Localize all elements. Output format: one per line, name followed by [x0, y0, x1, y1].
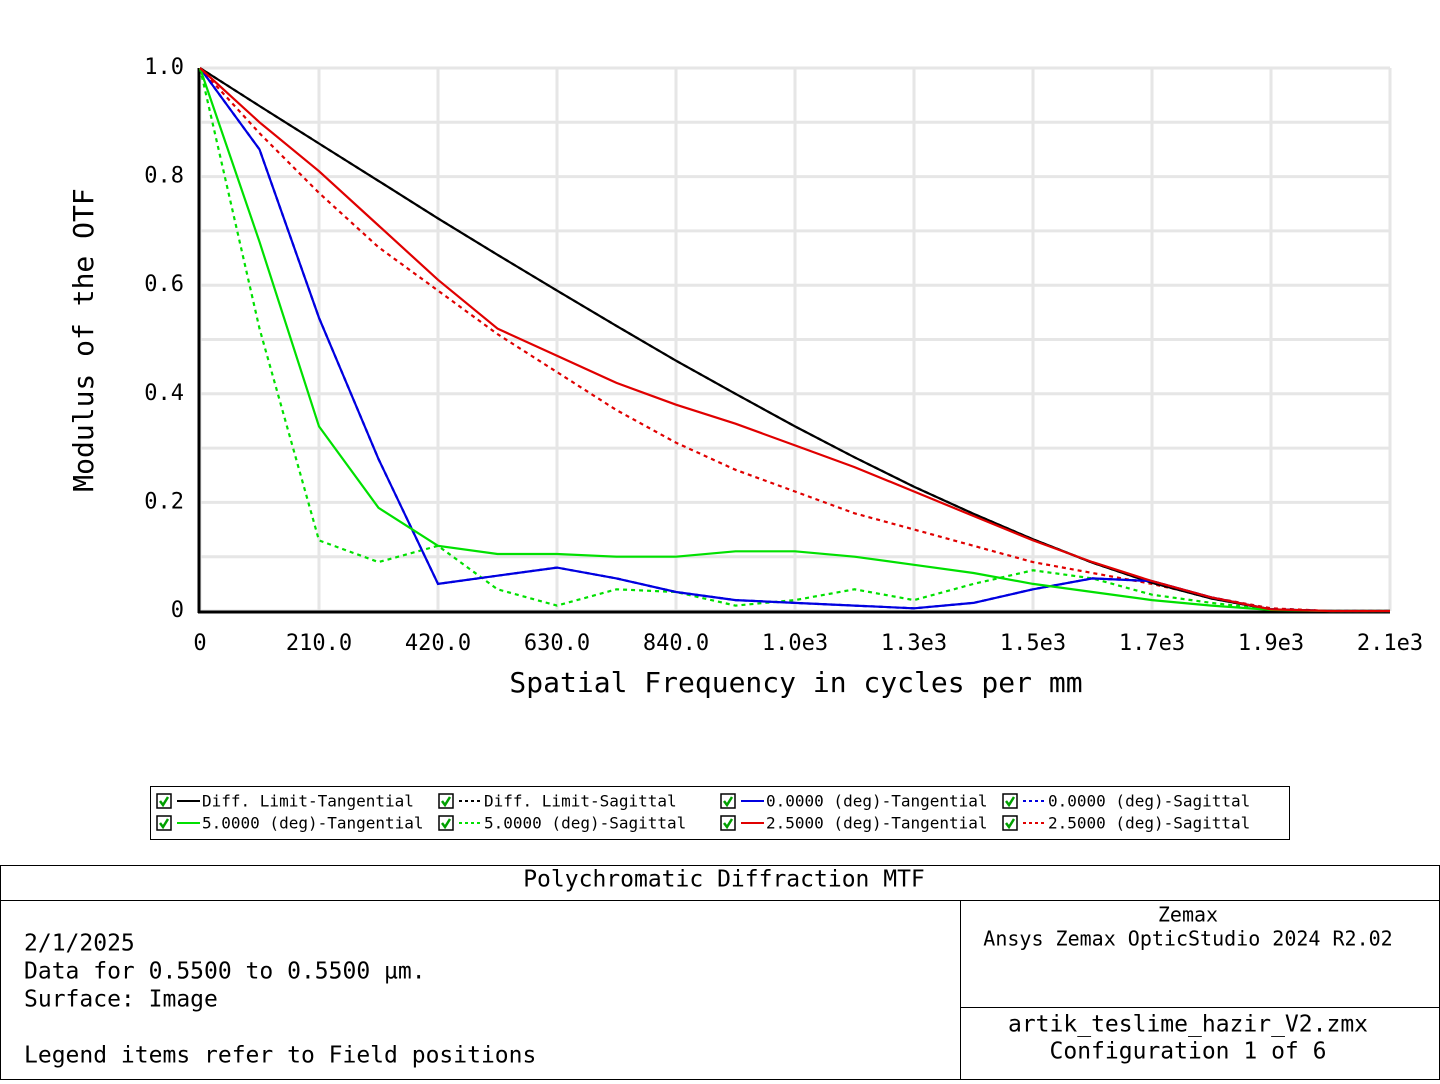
info-data: Data for 0.5500 to 0.5500 µm. [24, 959, 426, 985]
legend-item: 2.5000 (deg)-Sagittal [1002, 814, 1250, 833]
info-note: Legend items refer to Field positions [24, 1043, 536, 1069]
info-block: Polychromatic Diffraction MTF 2/1/2025 D… [0, 865, 1440, 1080]
grid [198, 66, 1392, 613]
y-tick-label: 0.4 [144, 381, 184, 406]
x-tick-label: 0 [193, 631, 206, 656]
info-version: Ansys Zemax OpticStudio 2024 R2.02 [983, 927, 1392, 951]
info-title: Polychromatic Diffraction MTF [523, 867, 925, 893]
legend-label: 0.0000 (deg)-Tangential [766, 792, 988, 811]
legend-checkbox [720, 793, 736, 809]
y-tick-label: 0.6 [144, 272, 184, 297]
series-line [199, 67, 1390, 613]
y-tick-label: 0.2 [144, 489, 184, 514]
y-axis-label: Modulus of the OTF [67, 188, 100, 491]
x-tick-label: 210.0 [286, 631, 352, 656]
x-axis-label: Spatial Frequency in cycles per mm [509, 666, 1082, 699]
info-date: 2/1/2025 [24, 931, 135, 957]
legend-checkbox [720, 815, 736, 831]
legend-label: Diff. Limit-Tangential [202, 792, 414, 811]
y-tick-label: 1.0 [144, 55, 184, 80]
x-tick-label: 1.0e3 [762, 631, 828, 656]
info-software: Zemax [1158, 903, 1218, 927]
series-line [199, 67, 1390, 613]
legend-box [150, 786, 1290, 840]
legend-check [441, 818, 452, 830]
legend-checkbox [1002, 793, 1018, 809]
info-config: Configuration 1 of 6 [1050, 1039, 1327, 1065]
legend-item: 2.5000 (deg)-Tangential [720, 814, 988, 833]
legend-check [159, 818, 170, 830]
legend-item: 5.0000 (deg)-Sagittal [438, 814, 686, 833]
legend-label: 5.0000 (deg)-Tangential [202, 814, 424, 833]
x-tick-label: 840.0 [643, 631, 709, 656]
legend-check [441, 796, 452, 808]
legend-label: 2.5000 (deg)-Tangential [766, 814, 988, 833]
legend-label: 2.5000 (deg)-Sagittal [1048, 814, 1250, 833]
legend-checkbox [156, 815, 172, 831]
series-line [198, 67, 1390, 613]
y-tick-label: 0 [171, 598, 184, 623]
legend-label: Diff. Limit-Sagittal [484, 792, 677, 811]
legend-check [723, 818, 734, 830]
x-tick-label: 1.3e3 [881, 631, 947, 656]
legend-check [723, 796, 734, 808]
legend-item: 0.0000 (deg)-Tangential [720, 792, 988, 811]
legend-check [159, 796, 170, 808]
series-line [198, 67, 1390, 613]
legend-checkbox [1002, 815, 1018, 831]
legend-check [1005, 796, 1016, 808]
legend-check [1005, 818, 1016, 830]
legend-checkbox [156, 793, 172, 809]
info-surface: Surface: Image [24, 987, 218, 1013]
x-tick-label: 1.7e3 [1119, 631, 1185, 656]
legend-item: Diff. Limit-Sagittal [438, 792, 677, 811]
legend-checkbox [438, 793, 454, 809]
legend-checkbox [438, 815, 454, 831]
legend-label: 5.0000 (deg)-Sagittal [484, 814, 686, 833]
legend-item: 0.0000 (deg)-Sagittal [1002, 792, 1250, 811]
legend-item: Diff. Limit-Tangential [156, 792, 414, 811]
info-file: artik_teslime_hazir_V2.zmx [1008, 1012, 1368, 1038]
x-tick-label: 2.1e3 [1357, 631, 1423, 656]
x-tick-label: 1.9e3 [1238, 631, 1304, 656]
x-tick-label: 1.5e3 [1000, 631, 1066, 656]
legend-label: 0.0000 (deg)-Sagittal [1048, 792, 1250, 811]
series-line [199, 67, 1390, 613]
legend-item: 5.0000 (deg)-Tangential [156, 814, 424, 833]
x-tick-label: 630.0 [524, 631, 590, 656]
y-tick-label: 0.8 [144, 164, 184, 189]
x-tick-label: 420.0 [405, 631, 471, 656]
